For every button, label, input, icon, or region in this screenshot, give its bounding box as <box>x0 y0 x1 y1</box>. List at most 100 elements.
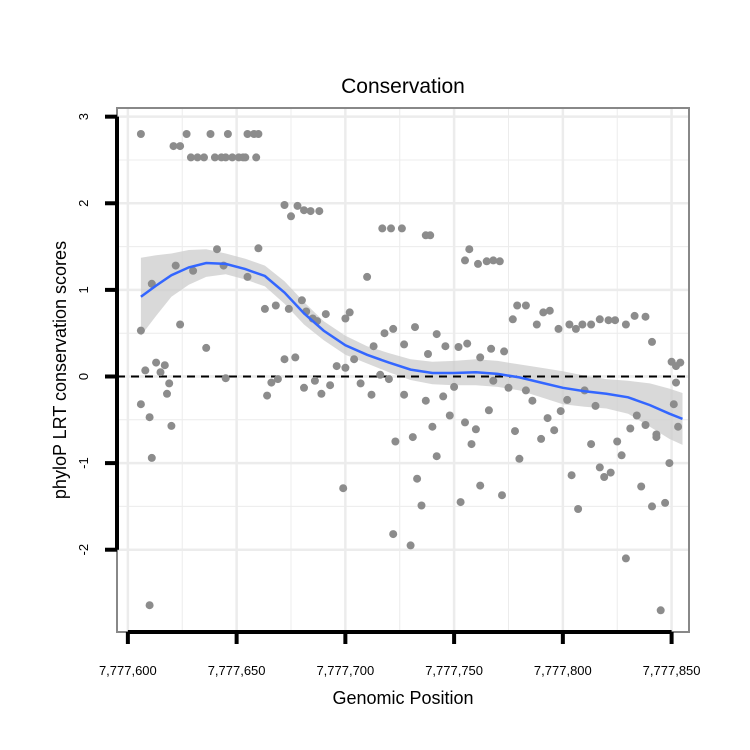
data-point <box>508 315 517 324</box>
data-point <box>471 425 480 434</box>
data-point <box>243 130 252 138</box>
data-point <box>136 326 145 335</box>
data-point <box>421 396 430 405</box>
data-point <box>136 400 145 409</box>
data-point <box>428 422 437 431</box>
data-point <box>411 323 419 332</box>
data-point <box>176 320 185 329</box>
y-tick-label: 2 <box>76 200 91 207</box>
data-point <box>571 324 580 333</box>
data-point <box>254 130 263 138</box>
data-point <box>223 130 232 138</box>
data-point <box>243 272 252 281</box>
data-point <box>578 320 587 329</box>
grid-minor <box>117 108 689 632</box>
data-point <box>539 308 548 317</box>
data-point <box>221 374 230 383</box>
data-point <box>408 433 417 442</box>
y-tick-label: -1 <box>76 457 91 469</box>
data-point <box>441 342 450 351</box>
data-point <box>387 224 395 233</box>
data-point <box>489 256 498 265</box>
data-point <box>380 329 389 338</box>
data-point <box>297 296 306 305</box>
data-point <box>182 130 191 138</box>
data-point <box>476 353 485 362</box>
data-point <box>378 224 387 233</box>
data-point <box>500 347 509 356</box>
data-point <box>626 424 635 433</box>
y-axis-label: phyloP LRT conservation scores <box>50 241 70 499</box>
data-point <box>630 311 639 320</box>
data-point <box>145 601 154 610</box>
data-point <box>321 310 330 319</box>
data-point <box>326 381 335 390</box>
data-point <box>461 256 469 265</box>
data-point <box>136 130 145 138</box>
data-point <box>141 366 150 375</box>
data-point <box>271 301 280 310</box>
data-point <box>332 362 341 371</box>
data-point <box>456 498 465 507</box>
data-point <box>345 308 354 317</box>
data-point <box>221 153 230 162</box>
data-point <box>400 340 409 349</box>
data-point <box>152 358 161 367</box>
data-point <box>254 244 263 253</box>
data-point <box>397 224 406 233</box>
data-point <box>200 153 208 162</box>
data-point <box>176 142 185 151</box>
chart-title: Conservation <box>341 75 465 98</box>
smooth-trend-line <box>140 261 683 421</box>
data-point <box>674 422 683 431</box>
data-point <box>300 383 308 392</box>
data-point <box>482 257 491 266</box>
data-point <box>532 320 541 329</box>
data-point <box>400 390 409 399</box>
data-point <box>611 316 620 325</box>
data-point <box>600 473 609 481</box>
data-point <box>252 153 261 162</box>
data-point <box>189 266 198 275</box>
data-point <box>487 344 496 353</box>
data-point <box>341 314 350 323</box>
data-point <box>391 437 400 446</box>
x-axis-label: Genomic Position <box>332 688 473 708</box>
data-point <box>595 463 604 472</box>
data-point <box>350 355 359 364</box>
data-point <box>317 389 326 398</box>
y-tick-label: 3 <box>76 113 91 120</box>
data-point <box>587 320 596 329</box>
data-point <box>160 361 169 370</box>
data-point <box>565 320 574 329</box>
data-point <box>260 304 269 313</box>
data-point <box>652 433 661 442</box>
data-point <box>484 406 493 415</box>
data-point <box>389 530 398 539</box>
data-point <box>556 407 565 416</box>
data-point <box>467 440 476 449</box>
data-point <box>356 379 365 388</box>
data-point <box>450 382 459 391</box>
data-point <box>376 370 385 379</box>
data-point <box>310 376 319 385</box>
data-point <box>363 272 372 281</box>
data-point <box>202 343 211 352</box>
data-point <box>165 379 174 388</box>
data-point <box>228 153 237 162</box>
data-point <box>521 386 530 395</box>
data-point <box>186 153 195 162</box>
data-point <box>156 368 165 377</box>
data-point <box>474 259 482 268</box>
data-point <box>263 391 272 400</box>
data-point <box>637 482 646 491</box>
data-point <box>389 324 398 333</box>
data-point <box>463 339 472 348</box>
data-point <box>367 390 376 399</box>
x-tick-label: 7,777,850 <box>643 663 701 678</box>
data-point <box>545 306 554 315</box>
data-point <box>293 201 302 210</box>
data-point <box>495 257 504 266</box>
x-tick-label: 7,777,650 <box>208 663 266 678</box>
data-point <box>543 414 552 423</box>
